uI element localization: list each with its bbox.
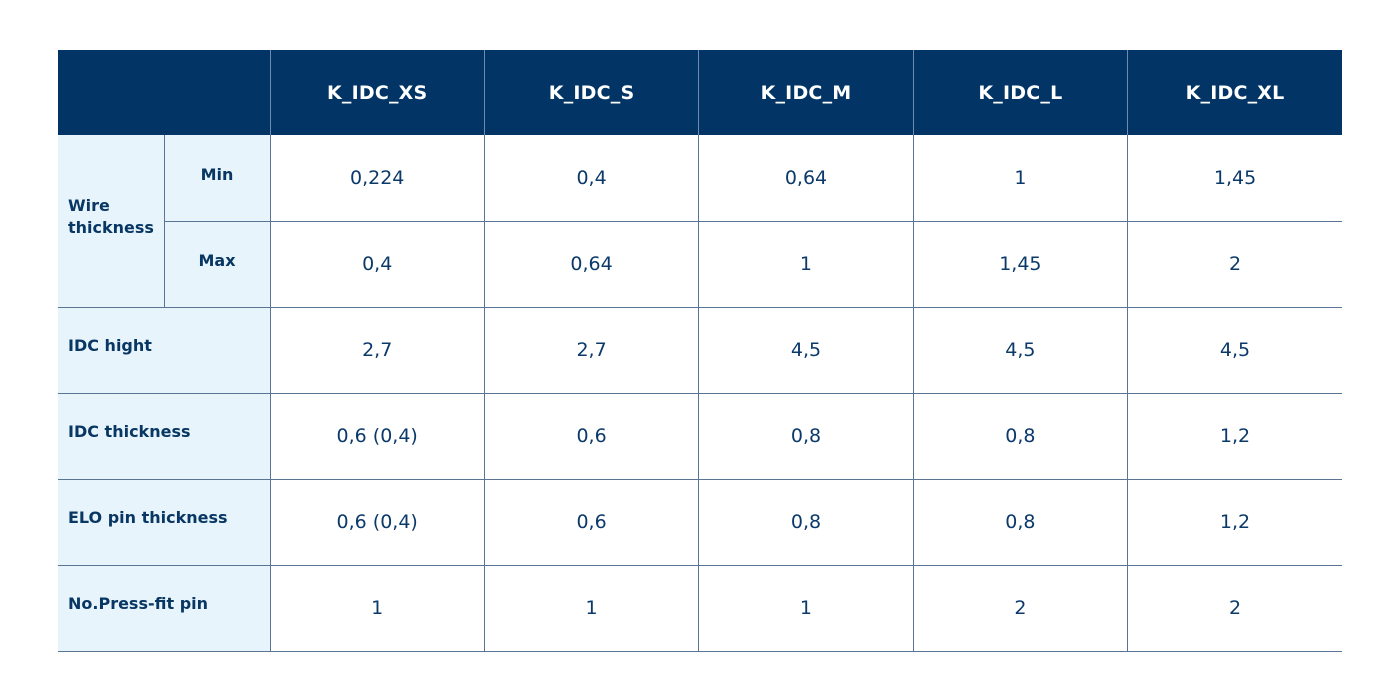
- table-cell: 4,5: [912, 307, 1128, 394]
- table-cell: 0,6 (0,4): [269, 393, 485, 480]
- column-header: K_IDC_M: [698, 50, 914, 135]
- table-cell: 1,2: [1127, 479, 1342, 566]
- table-cell: 1: [698, 565, 914, 652]
- table-row: IDC hight 2,7 2,7 4,5 4,5 4,5: [58, 307, 1342, 394]
- row-label-text: IDC hight: [68, 336, 152, 355]
- table-cell: 2,7: [269, 307, 485, 394]
- header-row: K_IDC_XS K_IDC_S K_IDC_M K_IDC_L K_IDC_X…: [58, 50, 1342, 135]
- table-cell: 4,5: [1127, 307, 1342, 394]
- table-row: No.Press-fit pin 1 1 1 2 2: [58, 565, 1342, 652]
- spec-table: K_IDC_XS K_IDC_S K_IDC_M K_IDC_L K_IDC_X…: [58, 50, 1342, 652]
- row-label-text: No.Press-fit pin: [68, 594, 209, 613]
- table-cell: 0,6: [483, 479, 699, 566]
- table-cell: 0,8: [698, 393, 914, 480]
- row-label-text: IDC thickness: [68, 422, 191, 441]
- row-label: IDC thickness: [58, 393, 270, 480]
- table-cell: 0,64: [698, 135, 914, 222]
- table-cell: 4,5: [698, 307, 914, 394]
- table-cell: 0,4: [269, 221, 485, 308]
- column-header: K_IDC_XL: [1127, 50, 1342, 135]
- table-cell: 2: [912, 565, 1128, 652]
- table-cell: 0,224: [269, 135, 485, 222]
- column-header: K_IDC_S: [483, 50, 699, 135]
- row-label-text: ELO pin thickness: [68, 508, 228, 527]
- table-cell: 2,7: [483, 307, 699, 394]
- table-cell: 0,8: [912, 479, 1128, 566]
- table-row: Max 0,4 0,64 1 1,45 2: [58, 221, 1342, 308]
- table-cell: 1: [912, 135, 1128, 222]
- row-label: No.Press-fit pin: [58, 565, 270, 652]
- column-header: K_IDC_L: [912, 50, 1128, 135]
- table-cell: 1,45: [912, 221, 1128, 308]
- row-label: IDC hight: [58, 307, 270, 394]
- table-cell: 1: [269, 565, 485, 652]
- table-cell: 0,8: [912, 393, 1128, 480]
- table-row: IDC thickness 0,6 (0,4) 0,6 0,8 0,8 1,2: [58, 393, 1342, 480]
- table-cell: 0,6: [483, 393, 699, 480]
- table-cell: 1: [698, 221, 914, 308]
- table-row: Wire thickness Min 0,224 0,4 0,64 1 1,45: [58, 135, 1342, 308]
- table-cell: 1,45: [1127, 135, 1342, 222]
- row-label: ELO pin thickness: [58, 479, 270, 566]
- row-sub-label: Min: [164, 135, 270, 222]
- header-corner-cell: [58, 50, 270, 135]
- table-cell: 1: [483, 565, 699, 652]
- table-cell: 1,2: [1127, 393, 1342, 480]
- row-sub-label: Max: [164, 221, 270, 308]
- table-row: ELO pin thickness 0,6 (0,4) 0,6 0,8 0,8 …: [58, 479, 1342, 566]
- row-sub-label-text: Min: [200, 164, 234, 184]
- table-cell: 0,6 (0,4): [269, 479, 485, 566]
- table-cell: 0,8: [698, 479, 914, 566]
- table-cell: 0,4: [483, 135, 699, 222]
- row-group-label-text: Wire thickness: [68, 195, 154, 237]
- table-cell: 0,64: [483, 221, 699, 308]
- table-cell: 2: [1127, 221, 1342, 308]
- column-header: K_IDC_XS: [269, 50, 485, 135]
- table-cell: 2: [1127, 565, 1342, 652]
- row-sub-label-text: Max: [198, 251, 236, 270]
- row-group-label: Wire thickness: [58, 135, 165, 308]
